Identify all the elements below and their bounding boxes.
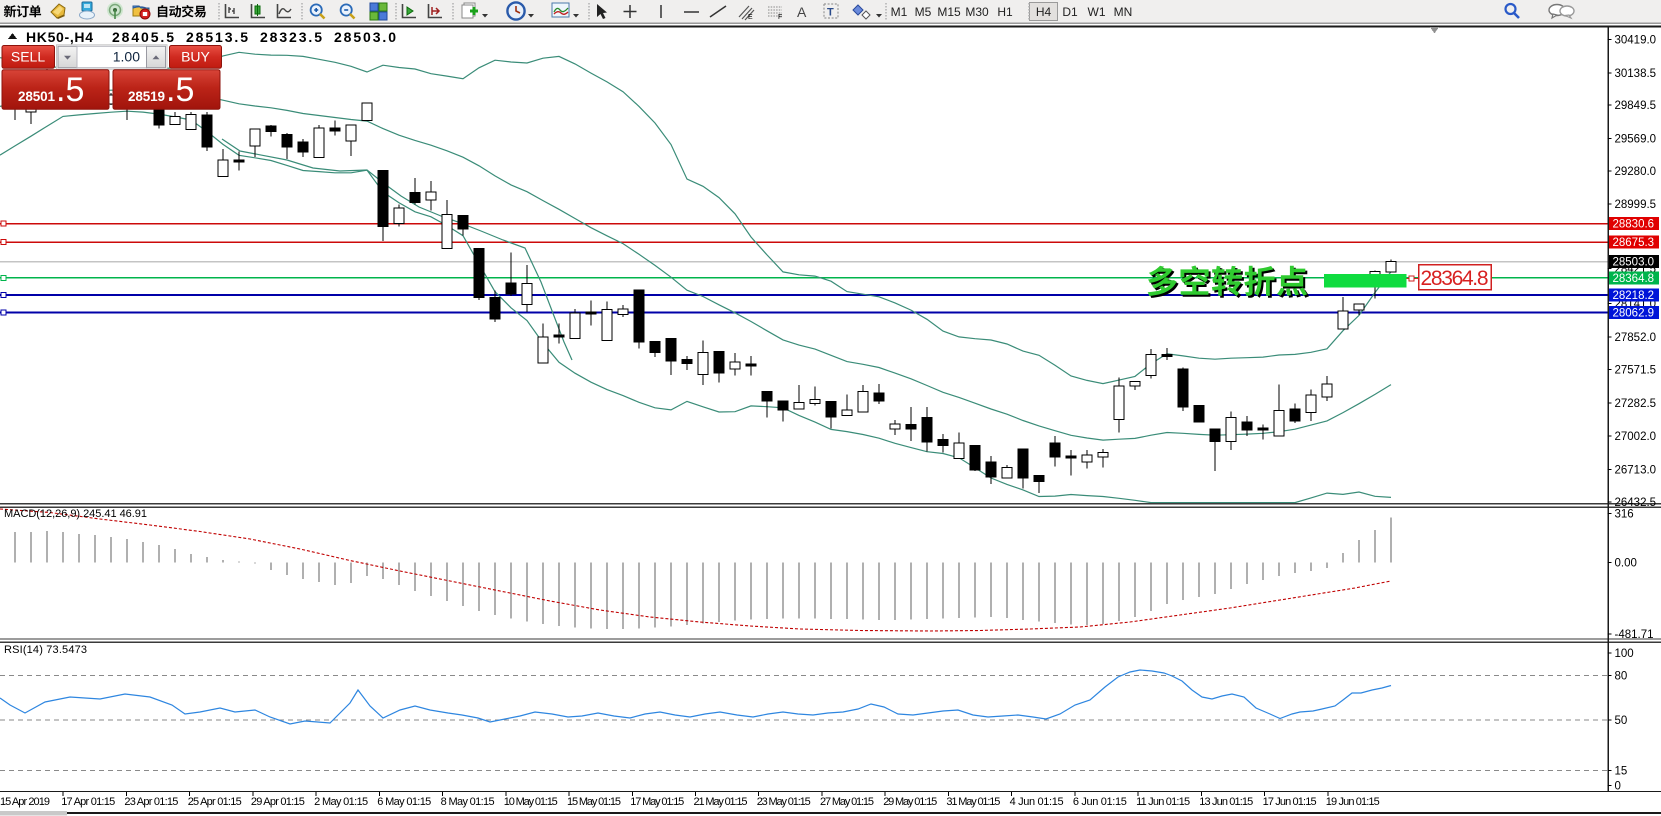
svg-text:30138.5: 30138.5 (1615, 68, 1657, 80)
svg-text:4 Jun 01:15: 4 Jun 01:15 (1010, 796, 1064, 808)
svg-text:28218.2: 28218.2 (1613, 290, 1655, 302)
svg-text:H4: H4 (1036, 5, 1052, 19)
svg-text:27571.5: 27571.5 (1615, 365, 1657, 377)
svg-text:15: 15 (1615, 766, 1628, 778)
svg-text:21 May 01:15: 21 May 01:15 (694, 796, 748, 808)
svg-text:E: E (748, 14, 753, 21)
svg-text:29569.0: 29569.0 (1615, 134, 1657, 146)
svg-text:0: 0 (1615, 780, 1621, 792)
svg-text:28364.8: 28364.8 (1613, 273, 1655, 285)
svg-text:28501: 28501 (18, 89, 55, 104)
svg-text:17 Jun 01:15: 17 Jun 01:15 (1263, 796, 1317, 808)
svg-text:6 Jun 01:15: 6 Jun 01:15 (1073, 796, 1127, 808)
svg-text:26432.5: 26432.5 (1615, 497, 1657, 509)
svg-text:28503.0: 28503.0 (1613, 257, 1655, 269)
svg-text:6 May 01:15: 6 May 01:15 (377, 796, 431, 808)
svg-text:M15: M15 (937, 5, 961, 19)
svg-text:25 Apr 01:15: 25 Apr 01:15 (188, 796, 242, 808)
svg-text:29280.0: 29280.0 (1615, 166, 1657, 178)
svg-text:8 May 01:15: 8 May 01:15 (441, 796, 495, 808)
svg-text:28999.5: 28999.5 (1615, 199, 1657, 211)
svg-text:D1: D1 (1062, 5, 1078, 19)
svg-text:10 May 01:15: 10 May 01:15 (504, 796, 558, 808)
svg-text:0.00: 0.00 (1615, 557, 1637, 569)
svg-text:28062.9: 28062.9 (1613, 308, 1655, 320)
svg-text:2 May 01:15: 2 May 01:15 (314, 796, 368, 808)
svg-text:80: 80 (1615, 671, 1628, 683)
svg-text:BUY: BUY (181, 49, 210, 65)
svg-text:11 Jun 01:15: 11 Jun 01:15 (1136, 796, 1190, 808)
svg-text:23 May 01:15: 23 May 01:15 (757, 796, 811, 808)
svg-text:26713.0: 26713.0 (1615, 464, 1657, 476)
svg-text:27282.5: 27282.5 (1615, 398, 1657, 410)
svg-text:29 May 01:15: 29 May 01:15 (883, 796, 937, 808)
svg-text:23 Apr 01:15: 23 Apr 01:15 (124, 796, 178, 808)
svg-text:F: F (778, 14, 782, 21)
svg-text:MACD(12,26,9) 245.41 46.91: MACD(12,26,9) 245.41 46.91 (4, 508, 147, 520)
svg-text:316: 316 (1615, 509, 1634, 521)
svg-text:27852.0: 27852.0 (1615, 332, 1657, 344)
svg-text:T: T (827, 7, 834, 19)
svg-text:M5: M5 (915, 5, 932, 19)
svg-text:27 May 01:15: 27 May 01:15 (820, 796, 874, 808)
svg-text:.5: .5 (166, 71, 194, 109)
svg-text:28830.6: 28830.6 (1613, 219, 1655, 231)
svg-text:19 Jun 01:15: 19 Jun 01:15 (1326, 796, 1380, 808)
svg-text:27002.0: 27002.0 (1615, 431, 1657, 443)
svg-text:15 Apr 2019: 15 Apr 2019 (0, 796, 50, 808)
svg-text:17 Apr 01:15: 17 Apr 01:15 (61, 796, 115, 808)
svg-text:W1: W1 (1088, 5, 1106, 19)
svg-text:28364.8: 28364.8 (1421, 267, 1489, 290)
svg-text:29 Apr 01:15: 29 Apr 01:15 (251, 796, 305, 808)
svg-text:31 May 01:15: 31 May 01:15 (946, 796, 1000, 808)
svg-text:-481.71: -481.71 (1615, 629, 1654, 641)
svg-text:17 May 01:15: 17 May 01:15 (630, 796, 684, 808)
svg-text:13 Jun 01:15: 13 Jun 01:15 (1199, 796, 1253, 808)
svg-text:M1: M1 (891, 5, 908, 19)
svg-text:RSI(14) 73.5473: RSI(14) 73.5473 (4, 644, 87, 656)
svg-text:M30: M30 (965, 5, 989, 19)
svg-text:100: 100 (1615, 648, 1634, 660)
svg-text:28675.3: 28675.3 (1613, 237, 1655, 249)
svg-text:28519: 28519 (128, 89, 165, 104)
svg-text:15 May 01:15: 15 May 01:15 (567, 796, 621, 808)
svg-text:30419.0: 30419.0 (1615, 35, 1657, 47)
svg-text:1.00: 1.00 (113, 49, 140, 65)
svg-text:MN: MN (1114, 5, 1133, 19)
svg-text:A: A (797, 4, 807, 20)
svg-text:H1: H1 (997, 5, 1013, 19)
svg-text:29849.5: 29849.5 (1615, 100, 1657, 112)
svg-text:.5: .5 (56, 71, 84, 109)
svg-text:HK50-,H4: HK50-,H4 (26, 29, 93, 45)
svg-text:SELL: SELL (11, 49, 45, 65)
svg-text:50: 50 (1615, 715, 1628, 727)
